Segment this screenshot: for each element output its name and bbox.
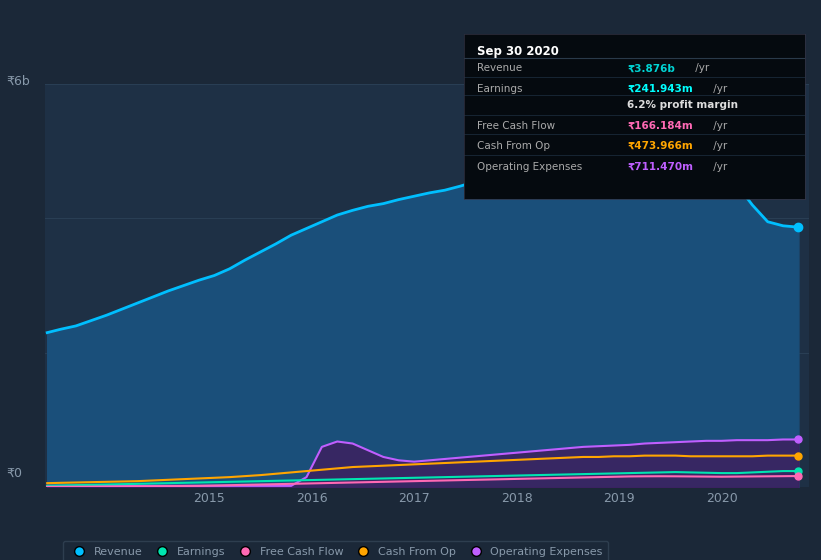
Text: ₹166.184m: ₹166.184m: [627, 121, 693, 131]
Text: /yr: /yr: [710, 84, 727, 94]
Text: ₹711.470m: ₹711.470m: [627, 162, 694, 171]
Text: Earnings: Earnings: [478, 84, 523, 94]
Text: /yr: /yr: [692, 63, 709, 73]
Text: Cash From Op: Cash From Op: [478, 141, 551, 151]
Text: ₹0: ₹0: [7, 466, 22, 480]
Text: ₹473.966m: ₹473.966m: [627, 141, 693, 151]
Legend: Revenue, Earnings, Free Cash Flow, Cash From Op, Operating Expenses: Revenue, Earnings, Free Cash Flow, Cash …: [62, 541, 608, 560]
Text: /yr: /yr: [710, 162, 727, 171]
Text: Sep 30 2020: Sep 30 2020: [478, 45, 559, 58]
Text: 6.2% profit margin: 6.2% profit margin: [627, 100, 738, 110]
Text: /yr: /yr: [710, 121, 727, 131]
Text: ₹241.943m: ₹241.943m: [627, 84, 693, 94]
Text: ₹6b: ₹6b: [7, 74, 30, 88]
Text: Revenue: Revenue: [478, 63, 523, 73]
Text: /yr: /yr: [710, 141, 727, 151]
Text: ₹3.876b: ₹3.876b: [627, 63, 676, 73]
Text: Operating Expenses: Operating Expenses: [478, 162, 583, 171]
Text: Free Cash Flow: Free Cash Flow: [478, 121, 556, 131]
